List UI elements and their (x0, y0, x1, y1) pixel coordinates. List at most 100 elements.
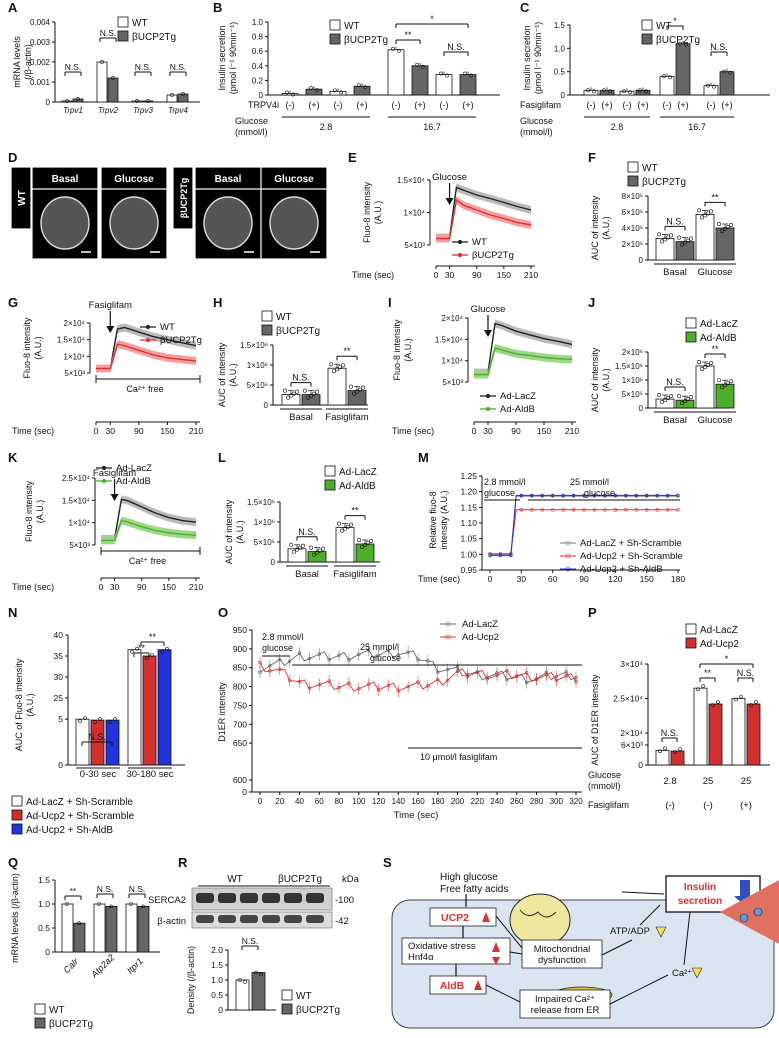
bar (655, 237, 675, 261)
data-point (716, 222, 721, 227)
x-tick-label: 90 (134, 426, 144, 436)
y-tick-label: 5×10³ (442, 378, 463, 387)
data-point (285, 90, 289, 95)
x-tick-label: 150 (537, 426, 551, 436)
bar (125, 903, 138, 953)
data-point (421, 64, 425, 69)
y-axis-label: (A.U.) (601, 216, 611, 240)
data-point (634, 493, 638, 498)
significance-label: N.S. (666, 377, 684, 387)
data-point (238, 978, 242, 982)
legend-swatch (685, 637, 697, 649)
legend-label: Ad-LacZ (700, 625, 738, 636)
legend-label: Ad-LacZ + Sh-Scramble (26, 797, 133, 808)
data-point (348, 522, 353, 527)
data-point (328, 362, 333, 367)
data-point (311, 552, 316, 557)
row-value: (+) (356, 100, 367, 110)
legend-label: Ad-LacZ (339, 467, 377, 478)
data-point (644, 493, 649, 498)
up-arrow-icon (482, 912, 490, 922)
data-point (334, 367, 339, 372)
bar (305, 88, 323, 96)
bar (655, 398, 675, 409)
x-tick-label: 30 (445, 270, 455, 280)
data-point (337, 653, 341, 657)
error-band (101, 516, 196, 545)
bar (177, 93, 189, 103)
data-point (445, 667, 450, 672)
data-point (297, 679, 302, 684)
y-tick-label: 5 (58, 714, 63, 724)
data-point (337, 365, 342, 370)
er-label: Impaired Ca²⁺ (535, 994, 595, 1005)
y-axis-label: mRNA levels (12, 36, 22, 88)
y-tick-label: 0 (46, 98, 51, 107)
y-axis-label: AUC of intensity (224, 499, 234, 564)
data-point (678, 41, 682, 46)
legend-swatch (329, 33, 341, 45)
y-tick-label: 1.0 (38, 899, 50, 909)
band (306, 893, 324, 903)
bar (327, 367, 347, 406)
y-tick-label: 2×10⁴ (442, 314, 464, 323)
panel-label-q: Q (8, 855, 19, 870)
blot-group-label: βUCP2Tg (278, 874, 322, 885)
data-point (339, 528, 344, 533)
data-point (308, 393, 313, 398)
data-point (282, 388, 287, 393)
data-point (728, 223, 733, 228)
data-point (342, 526, 347, 531)
y-axis-label: Insulin secretion (522, 25, 532, 90)
legend-label: βUCP2Tg (160, 335, 202, 346)
row-value: (-) (440, 100, 449, 110)
y-tick-label: 0 (218, 1005, 223, 1015)
y-axis-label: AUC of D1ER intensity (590, 674, 600, 766)
data-point (307, 656, 312, 661)
data-point (331, 369, 336, 374)
y-tick-label: 1.5 (554, 21, 566, 30)
band (284, 893, 302, 903)
data-point (386, 648, 391, 652)
group-label: Glucose (698, 267, 733, 278)
insulin-label: Insulin (684, 882, 716, 893)
x-tick-label: 0 (488, 574, 493, 584)
legend-label: Ad-LacZ (462, 619, 498, 630)
data-point (574, 679, 578, 684)
data-point (268, 669, 272, 673)
y-axis-label: AUC of intensity (590, 347, 600, 412)
group-label: Fasiglifam (333, 569, 376, 580)
x-tick-label: 210 (189, 426, 203, 436)
data-point (668, 75, 672, 80)
column-header-box (261, 167, 327, 189)
data-point (561, 493, 565, 498)
data-point (287, 659, 292, 664)
x-axis-label: Time (sec) (12, 582, 54, 592)
row-value: (+) (721, 100, 732, 110)
x-tick-label: 100 (352, 797, 366, 806)
data-point (702, 364, 707, 369)
data-point (259, 972, 263, 977)
column-header: Basal (52, 174, 79, 185)
data-point (455, 669, 460, 673)
cell-body (203, 196, 253, 250)
legend-label: Ad-Ucp2 + Sh-Scramble (580, 551, 683, 562)
data-point (317, 682, 321, 687)
data-point (309, 86, 313, 91)
row-label: (mmol/l) (520, 127, 553, 137)
data-point (181, 92, 185, 96)
category-label: Trpv2 (98, 106, 118, 115)
data-point (659, 400, 664, 405)
significance-label: N.S. (298, 527, 316, 537)
data-point (550, 493, 555, 498)
kda-value: -42 (335, 916, 349, 927)
data-point (363, 85, 367, 90)
annotation: glucose (584, 488, 615, 498)
data-point (333, 88, 337, 93)
down-arrow-icon (691, 967, 703, 979)
annotation: 2.8 mmol/l (262, 632, 304, 642)
legend-label: Ad-AldB (700, 333, 737, 344)
x-tick-label: 30 (517, 574, 527, 584)
y-tick-label: 2×10⁵ (622, 240, 643, 249)
data-point (337, 686, 341, 690)
